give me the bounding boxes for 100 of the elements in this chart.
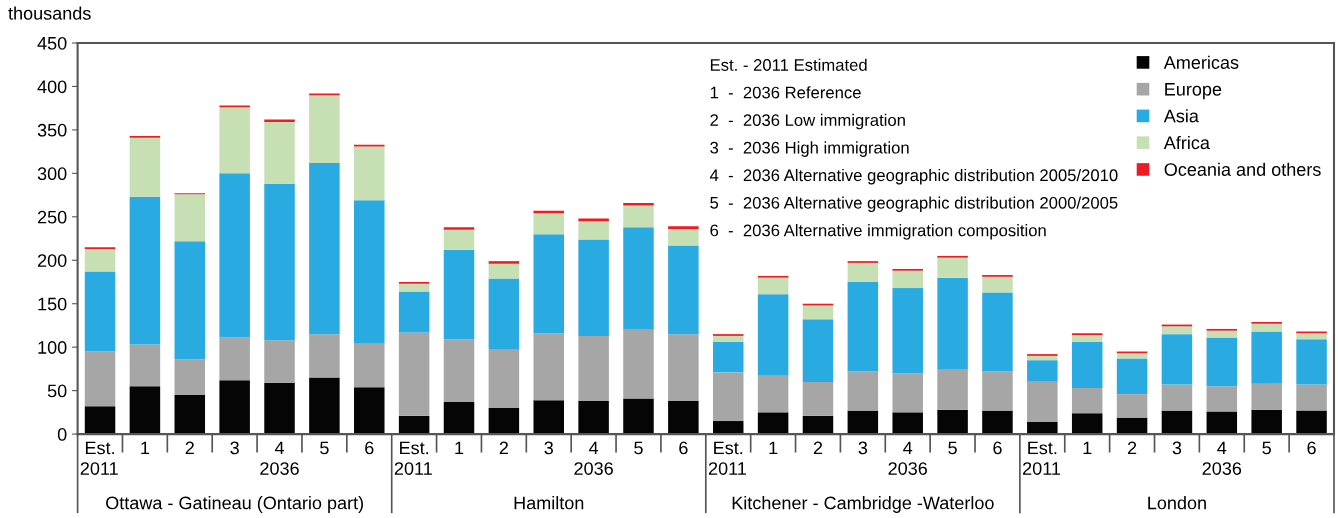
- bar: [129, 137, 161, 197]
- bar: [937, 409, 968, 435]
- bar: [488, 278, 520, 350]
- bar: [623, 398, 654, 435]
- bar: [443, 249, 475, 340]
- x-tick-label: Est.: [400, 441, 429, 455]
- bar: [533, 213, 564, 235]
- bar: [398, 415, 430, 435]
- bar: [398, 332, 430, 416]
- bar: [264, 340, 295, 383]
- bar: [982, 276, 1013, 293]
- text: 2011: [1023, 462, 1061, 475]
- x-tick-label: 3: [1172, 441, 1182, 455]
- bar: [533, 400, 564, 435]
- y-tick-label: 450: [37, 36, 67, 50]
- x-tick-label: 1: [141, 441, 150, 455]
- x-tick-label: 6: [1307, 441, 1316, 455]
- bar: [1071, 335, 1103, 342]
- annotation: 2 - 2036 Low immigration: [710, 113, 905, 130]
- x-tick-label: 2: [499, 441, 508, 455]
- y-tick-label: 350: [37, 123, 67, 137]
- bar: [264, 119, 295, 123]
- x-tick-label: 5: [948, 441, 957, 455]
- x-tick-label: 3: [858, 441, 868, 455]
- y-tick-label: 400: [37, 80, 67, 94]
- x-tick-label: 4: [903, 441, 913, 455]
- bar: [219, 380, 250, 435]
- x-tick-label: 1: [1083, 441, 1092, 455]
- bar: [802, 319, 834, 382]
- y-tick-label: 250: [37, 210, 67, 224]
- text: 2036: [574, 462, 613, 475]
- bar: [847, 371, 879, 411]
- bar: [1116, 394, 1148, 418]
- bar: [578, 335, 609, 402]
- bar: [892, 270, 923, 289]
- bar: [174, 241, 206, 360]
- bar: [84, 351, 116, 407]
- x-tick-label: 5: [320, 441, 329, 455]
- bar: [802, 305, 834, 320]
- x-tick-label: 4: [1217, 441, 1227, 455]
- bar: [398, 283, 430, 292]
- bar: [174, 359, 206, 395]
- bar: [533, 333, 564, 401]
- bar: [1251, 323, 1282, 332]
- bar: [354, 200, 385, 344]
- bar: [892, 373, 923, 413]
- bar: [892, 288, 923, 374]
- bar: [1206, 330, 1238, 338]
- bar: [264, 382, 295, 435]
- text: 2036: [1202, 462, 1242, 475]
- text: London: [1148, 496, 1206, 510]
- bar: [1206, 386, 1238, 412]
- bar: [1071, 413, 1103, 435]
- x-tick-label: 5: [1262, 441, 1271, 455]
- bar: [443, 229, 475, 250]
- bar: [847, 262, 879, 282]
- bar: [1251, 331, 1282, 384]
- bar: [1206, 337, 1238, 387]
- bar: [892, 412, 923, 435]
- bar: [84, 271, 116, 352]
- bar: [802, 381, 834, 416]
- x-tick-label: 1: [455, 441, 464, 455]
- x-tick-label: Est.: [85, 441, 114, 455]
- y-tick-label: 200: [37, 254, 67, 267]
- legend-label: Americas: [1163, 55, 1239, 69]
- bar: [129, 386, 161, 435]
- annotation: 6 - 2036 Alternative immigration composition: [710, 224, 1046, 240]
- bar: [1027, 355, 1058, 361]
- bar: [533, 234, 564, 334]
- bar: [668, 226, 699, 229]
- bar: [1161, 384, 1193, 411]
- legend-label: Oceania and others: [1164, 162, 1321, 176]
- x-tick-label: 6: [365, 441, 374, 455]
- x-tick-label: 6: [679, 441, 688, 455]
- bar: [398, 291, 430, 333]
- bar: [1116, 358, 1148, 395]
- bar: [757, 277, 789, 295]
- y-tick-label: 0: [57, 428, 67, 441]
- bar: [712, 421, 744, 435]
- text: 2011: [708, 462, 746, 475]
- bar: [1116, 353, 1148, 359]
- bar: [309, 162, 340, 335]
- annotation: Est. - 2011 Estimated: [710, 58, 867, 71]
- bar: [1027, 360, 1058, 382]
- bar: [937, 277, 968, 370]
- bar: [1071, 388, 1103, 414]
- bar: [488, 408, 520, 435]
- bar: [264, 183, 295, 341]
- bar: [219, 107, 250, 174]
- x-tick-label: Est.: [1028, 441, 1057, 455]
- bar: [1251, 383, 1282, 410]
- x-tick-label: 4: [274, 441, 285, 455]
- x-tick-label: 5: [634, 441, 643, 455]
- text: 2011: [394, 462, 432, 475]
- x-tick-label: 2: [1127, 441, 1137, 455]
- bar: [668, 401, 699, 435]
- bar: [712, 335, 744, 342]
- bar: [488, 349, 520, 409]
- text: 2036: [260, 462, 299, 475]
- text: 2036: [888, 462, 928, 475]
